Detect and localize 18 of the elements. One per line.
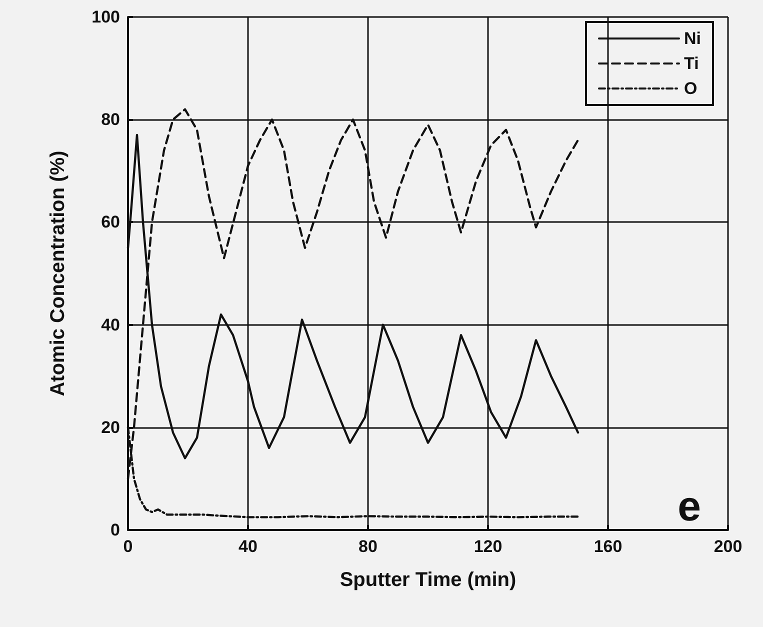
x-tick-label: 160 xyxy=(594,537,622,556)
y-tick-label: 20 xyxy=(101,418,120,437)
x-tick-label: 0 xyxy=(123,537,133,556)
legend-label: Ti xyxy=(684,54,699,73)
legend-label: O xyxy=(684,79,698,98)
y-tick-label: 80 xyxy=(101,110,120,130)
annotation: e xyxy=(678,482,701,530)
x-axis-title: Sputter Time (min) xyxy=(340,569,516,591)
y-axis-title: Atomic Concentration (%) xyxy=(47,150,69,396)
x-tick-label: 40 xyxy=(238,537,258,556)
x-tick-label: 200 xyxy=(714,537,742,556)
y-tick-label: 100 xyxy=(92,8,120,26)
legend-label: Ni xyxy=(684,29,701,48)
x-tick-label: 120 xyxy=(474,537,502,556)
y-tick-label: 0 xyxy=(110,520,120,540)
y-tick-label: 60 xyxy=(101,212,120,232)
y-tick-label: 40 xyxy=(101,315,120,334)
x-tick-label: 80 xyxy=(358,537,378,556)
